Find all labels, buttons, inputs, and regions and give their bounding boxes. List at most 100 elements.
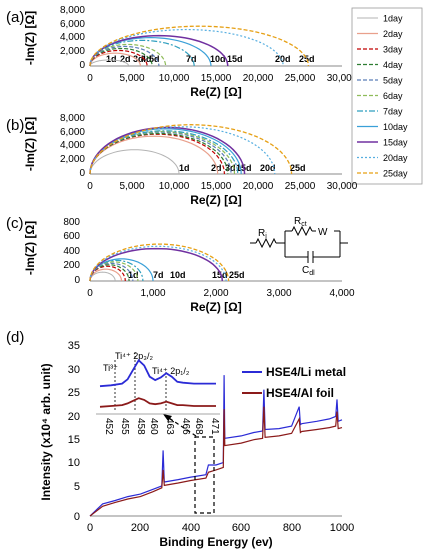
panel-b-plot — [89, 124, 293, 175]
panel-c-xtick: 4,000 — [329, 288, 354, 299]
series-2day — [89, 268, 123, 281]
zoom-arrow-head — [163, 414, 172, 421]
series-20day — [89, 28, 284, 67]
legend-label-1day: 1day — [383, 14, 403, 24]
inset-xtick: 458 — [135, 418, 146, 435]
panel-b-annotation: 1d — [179, 163, 190, 173]
panel-a-annotation: 10d — [210, 54, 226, 64]
inset: Ti³⁺ Ti⁴⁺ 2p₃/₂ Ti⁴⁺ 2p₁/₂ 452 455 458 4… — [96, 350, 220, 435]
panel-a-annotation: 4d — [141, 54, 152, 64]
legend-label-15day: 15day — [383, 138, 408, 148]
panel-a-xtick: 30,000 — [327, 73, 358, 84]
panel-d-ytick: 25 — [68, 387, 80, 399]
panel-c-annotation: 1d — [128, 270, 139, 280]
panel-c-ytick: 0 — [74, 275, 80, 286]
series-25day — [89, 124, 293, 175]
series-6day — [89, 261, 139, 282]
panel-b-annotation: 20d — [260, 163, 276, 173]
panel-b-xlabel: Re(Z) [Ω] — [190, 193, 242, 207]
panel-a-xtick: 5,000 — [119, 73, 144, 84]
panel-d-ytick: 10 — [68, 457, 80, 469]
panel-b-xtick: 10,000 — [159, 181, 190, 192]
panel-d-xtick: 200 — [131, 522, 149, 534]
panel-a-ytick: 0 — [79, 60, 85, 71]
panel-c-annotation: 10d — [170, 270, 186, 280]
panel-b: (b) -Im(Z) [Ω] 8,000 6,000 4,000 2,000 0… — [6, 113, 358, 207]
panel-a-xtick: 15,000 — [201, 73, 232, 84]
panel-a-annotation: 15d — [227, 54, 243, 64]
panel-c-ytick: 600 — [63, 231, 80, 242]
legend-label-4day: 4day — [383, 60, 403, 70]
circuit-label-cdl: Cdl — [302, 265, 315, 277]
panel-a-yticks: 8,000 6,000 4,000 2,000 0 — [60, 5, 85, 71]
panel-c-ytick: 200 — [63, 260, 80, 271]
inset-xtick: 452 — [103, 418, 114, 435]
panel-d-xticks: 0 200 400 600 800 1000 — [87, 522, 354, 534]
panel-b-ytick: 8,000 — [60, 113, 85, 124]
panel-a-ylabel: -Im(Z) [Ω] — [23, 11, 37, 65]
legend-label-2day: 2day — [383, 29, 403, 39]
panel-a-annotation: 25d — [299, 54, 315, 64]
panel-a-xtick: 25,000 — [285, 73, 316, 84]
series-25day — [89, 25, 310, 67]
panel-c-plot — [89, 243, 230, 282]
inset-plot — [99, 358, 216, 408]
panel-d-xtick: 400 — [182, 522, 200, 534]
legend-label-5day: 5day — [383, 76, 403, 86]
inset-series-hse4-al-foil — [99, 397, 216, 408]
panel-a-annotation: 3d — [133, 54, 144, 64]
inset-xtick: 471 — [209, 418, 220, 435]
series-4day — [89, 132, 229, 175]
panel-c-xtick: 2,000 — [203, 288, 228, 299]
panel-c-annotation: 25d — [229, 270, 245, 280]
inset-xtick: 463 — [164, 418, 175, 435]
panel-c-ylabel: -Im(Z) [Ω] — [23, 221, 37, 275]
panel-b-ytick: 0 — [79, 168, 85, 179]
panel-c-ytick: 800 — [63, 217, 80, 228]
panel-a-ytick: 2,000 — [60, 46, 85, 57]
inset-xtick: 455 — [119, 418, 130, 435]
panel-a-xticks: 0 5,000 10,000 15,000 20,000 25,000 30,0… — [87, 73, 358, 84]
inset-label-ti3: Ti³⁺ — [103, 363, 118, 373]
panel-c-annotation: 7d — [153, 270, 164, 280]
panel-b-ytick: 4,000 — [60, 140, 85, 151]
series-3day — [89, 133, 225, 175]
zoom-region-box — [194, 436, 215, 514]
series-7day — [89, 259, 144, 282]
inset-xtick: 460 — [148, 418, 159, 435]
series-15day — [89, 247, 224, 282]
legend-label-7day: 7day — [383, 107, 403, 117]
legend-d: HSE4/Li metal HSE4/Al foil — [242, 365, 346, 400]
panel-a-xtick: 10,000 — [159, 73, 190, 84]
panel-b-ytick: 2,000 — [60, 154, 85, 165]
panel-c-label: (c) — [6, 215, 24, 232]
panel-d-ytick: 15 — [68, 434, 80, 446]
panel-b-xtick: 0 — [87, 181, 93, 192]
series-6day — [89, 130, 236, 175]
panel-c-yticks: 800 600 400 200 0 — [63, 217, 80, 286]
series-20day — [89, 245, 227, 282]
panel-b-yticks: 8,000 6,000 4,000 2,000 0 — [60, 113, 85, 179]
circuit-resistor-ri — [255, 237, 277, 249]
panel-a-xtick: 0 — [87, 73, 93, 84]
panel-c-xtick: 1,000 — [140, 288, 165, 299]
panel-d-ytick: 5 — [74, 481, 80, 493]
panel-c-xlabel: Re(Z) [Ω] — [190, 300, 242, 314]
legend-label-6day: 6day — [383, 91, 403, 101]
panel-c-xticks: 0 1,000 2,000 3,000 4,000 — [87, 288, 355, 299]
series-1day — [89, 59, 130, 67]
legend-label-3day: 3day — [383, 45, 403, 55]
panel-d-ytick: 0 — [74, 511, 80, 523]
panel-b-xtick: 30,000 — [327, 181, 358, 192]
circuit-wire-mid — [276, 230, 304, 258]
legend-label-25day: 25day — [383, 169, 408, 179]
panel-d-ytick: 30 — [68, 364, 80, 376]
panel-b-xtick: 15,000 — [201, 181, 232, 192]
series-20day — [89, 126, 276, 175]
panel-d-xtick: 1000 — [330, 522, 354, 534]
panel-d-label: (d) — [6, 329, 24, 346]
legend-top: 1day 2day 3day 4day 5day 6day 7day 10day 15day 20… — [351, 7, 423, 185]
panel-d-ytick: 35 — [68, 340, 80, 352]
panel-d-yticks: 35 30 25 20 15 10 5 0 — [68, 340, 80, 523]
